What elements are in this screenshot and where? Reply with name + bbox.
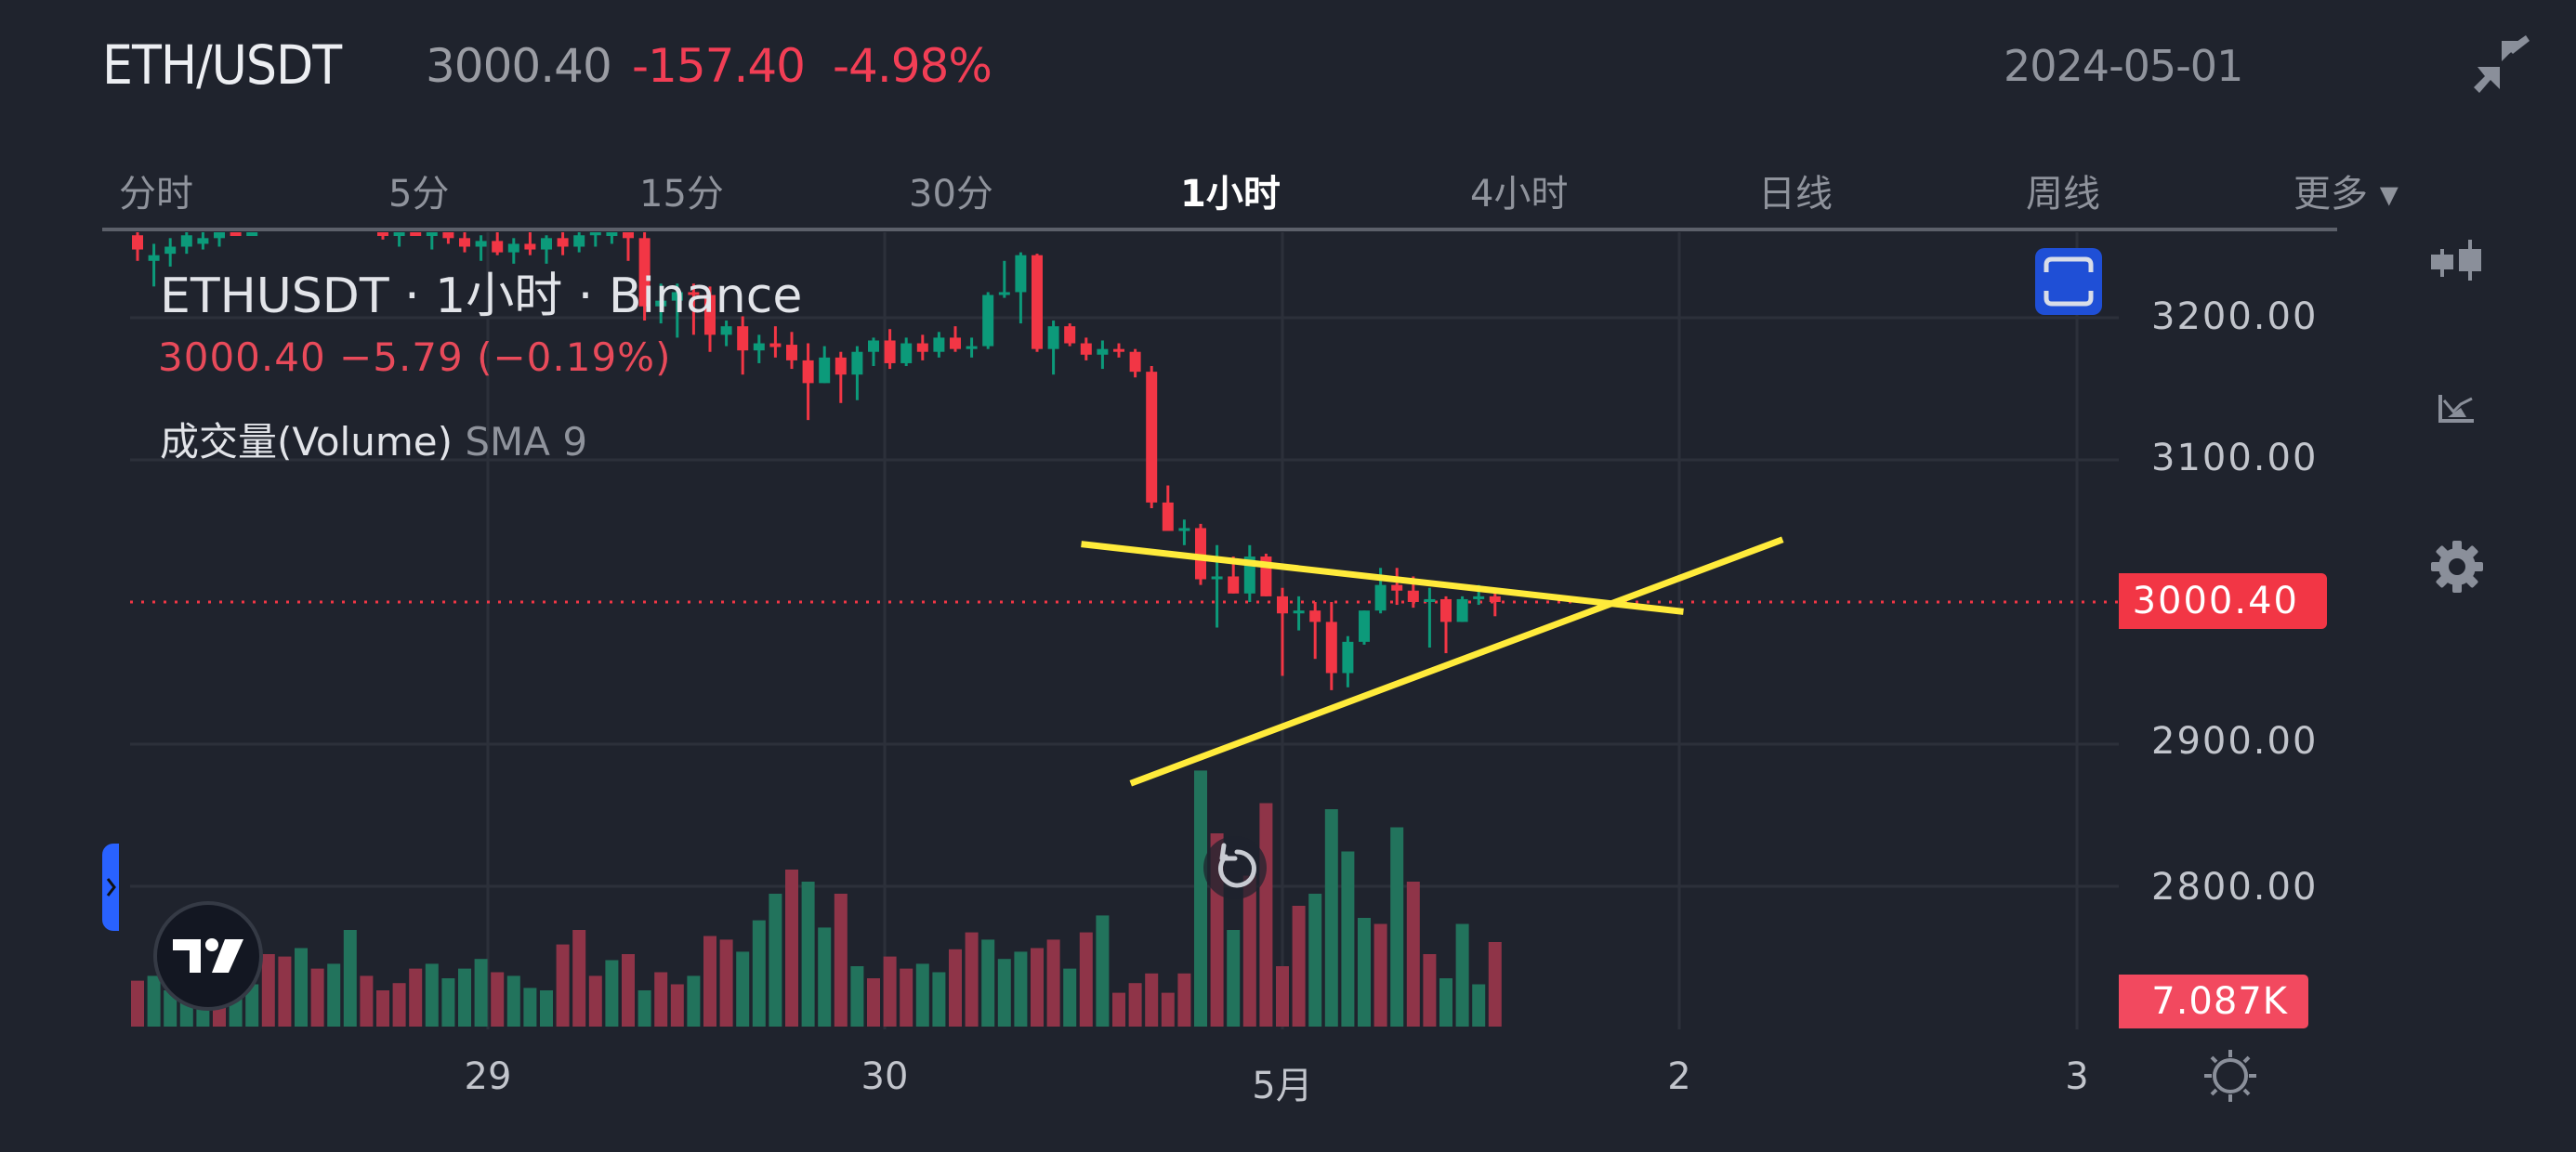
tab-30min[interactable]: 30分 <box>909 173 993 216</box>
chart-settings-button[interactable] <box>2420 530 2494 604</box>
screenshot-button[interactable] <box>2035 248 2102 315</box>
tradingview-logo-icon <box>173 938 243 973</box>
collapse-arrows-icon <box>2474 35 2530 93</box>
time-axis-label: 30 <box>861 1055 909 1098</box>
time-axis-label: 5月 <box>1252 1065 1313 1107</box>
screenshot-frame-icon <box>2044 256 2094 307</box>
trendlines <box>1081 536 1784 787</box>
tab-4hour[interactable]: 4小时 <box>1470 173 1569 216</box>
collapse-fullscreen-button[interactable] <box>2474 35 2530 97</box>
tab-daily[interactable]: 日线 <box>1758 173 1833 216</box>
tradingview-logo[interactable] <box>153 901 263 1011</box>
chart-legend-title[interactable]: ETHUSDT · 1小时 · Binance <box>160 268 803 324</box>
time-axis-label: 3 <box>2065 1055 2089 1098</box>
price-change-percent: -4.98% <box>833 39 992 93</box>
chart-grid <box>130 232 2119 1029</box>
tab-15min[interactable]: 15分 <box>639 173 724 216</box>
time-axis-label: 29 <box>464 1055 512 1098</box>
tab-weekly[interactable]: 周线 <box>2026 173 2100 216</box>
tab-5min[interactable]: 5分 <box>388 173 450 216</box>
price-axis-label: 2900.00 <box>2151 720 2319 763</box>
tab-fenshi[interactable]: 分时 <box>119 173 193 216</box>
volume-sma-label: SMA 9 <box>465 419 588 465</box>
timeframe-tabs: 分时 5分 15分 30分 1小时 4小时 日线 周线 更多 ▾ <box>102 158 2399 229</box>
price-axis-label: 3100.00 <box>2151 437 2319 479</box>
last-price: 3000.40 <box>426 39 612 93</box>
candle-type-icon <box>2431 240 2481 281</box>
time-axis-label: 2 <box>1667 1055 1691 1098</box>
indicator-icon <box>2438 395 2474 423</box>
volume-bars <box>131 770 1502 1027</box>
price-axis-label: 2800.00 <box>2151 866 2319 909</box>
price-change: -157.40 <box>632 39 806 93</box>
reset-chart-button[interactable] <box>1203 836 1267 899</box>
symbol-title[interactable]: ETH/USDT <box>102 33 342 97</box>
axis-settings-button[interactable] <box>2202 1048 2258 1104</box>
chevron-right-icon <box>106 878 116 897</box>
sun-settings-icon <box>2204 1050 2256 1102</box>
tabs-divider <box>102 228 2337 231</box>
settings-gear-icon <box>2431 541 2483 593</box>
last-price-badge: 3000.40 <box>2119 573 2327 629</box>
tab-more[interactable]: 更多 ▾ <box>2293 173 2399 216</box>
reset-rotate-icon <box>1217 843 1256 888</box>
volume-badge: 7.087K <box>2119 975 2308 1028</box>
expand-sidebar-tab[interactable] <box>102 844 119 931</box>
price-axis-label: 3200.00 <box>2151 295 2319 338</box>
volume-label: 成交量(Volume) <box>160 419 453 465</box>
chart-legend-values: 3000.40 −5.79 (−0.19%) <box>158 334 672 380</box>
candle-type-button[interactable] <box>2420 223 2494 297</box>
tab-1hour[interactable]: 1小时 <box>1180 173 1281 216</box>
indicators-button[interactable] <box>2420 372 2494 446</box>
current-date: 2024-05-01 <box>2004 41 2243 91</box>
volume-legend[interactable]: 成交量(Volume) SMA 9 <box>160 411 587 467</box>
